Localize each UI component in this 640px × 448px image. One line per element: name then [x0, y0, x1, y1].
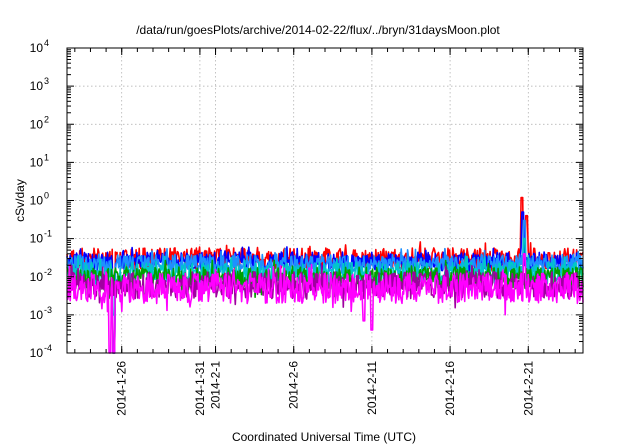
- y-tick-label: 10: [30, 41, 44, 55]
- x-tick-label: 2014-1-31: [193, 361, 207, 416]
- y-axis-label: cSv/day: [13, 179, 27, 222]
- y-tick-base: 10: [30, 155, 44, 169]
- y-tick-base: 10: [30, 346, 44, 360]
- x-tick-label: 2014-2-1: [209, 361, 223, 409]
- chart-title: /data/run/goesPlots/archive/2014-02-22/f…: [136, 23, 500, 37]
- y-tick-exponent: -1: [44, 229, 52, 239]
- x-tick-label: 2014-2-11: [365, 361, 379, 415]
- y-tick-base: 10: [30, 117, 44, 131]
- y-tick-exponent: 4: [44, 38, 49, 48]
- y-tick-label: 10: [30, 308, 44, 322]
- y-tick-exponent: 1: [44, 152, 49, 162]
- axis-ticks: [67, 47, 583, 354]
- y-tick-label: 10: [30, 232, 44, 246]
- y-tick-label: 10: [30, 79, 44, 93]
- y-tick-label: 10: [30, 346, 44, 360]
- series-line-7: [66, 253, 584, 354]
- series-lines: [66, 196, 584, 354]
- y-tick-base: 10: [30, 194, 44, 208]
- x-tick-label: 2014-2-21: [521, 361, 535, 416]
- x-tick-label: 2014-2-6: [287, 361, 301, 409]
- y-tick-exponent: -4: [44, 343, 52, 353]
- x-axis-tick-labels: 2014-1-26 2014-1-31 2014-2-1 2014-2-6 2014-2…: [115, 361, 536, 416]
- y-tick-base: 10: [30, 308, 44, 322]
- y-tick-label: 10: [30, 270, 44, 284]
- grid: [67, 48, 583, 353]
- y-tick-label: 10: [30, 155, 44, 169]
- y-tick-exponent: 2: [44, 114, 49, 124]
- y-tick-exponent: -2: [44, 267, 52, 277]
- y-tick-exponent: -3: [44, 305, 52, 315]
- y-tick-base: 10: [30, 79, 44, 93]
- y-tick-exponent: 0: [44, 191, 49, 201]
- x-tick-label: 2014-1-26: [115, 361, 129, 416]
- y-tick-base: 10: [30, 232, 44, 246]
- x-axis-label: Coordinated Universal Time (UTC): [232, 430, 416, 444]
- y-tick-base: 10: [30, 41, 44, 55]
- y-tick-label: 10: [30, 117, 44, 131]
- x-tick-label: 2014-2-16: [443, 361, 457, 416]
- y-tick-base: 10: [30, 270, 44, 284]
- y-tick-label: 10: [30, 194, 44, 208]
- y-tick-exponent: 3: [44, 76, 49, 86]
